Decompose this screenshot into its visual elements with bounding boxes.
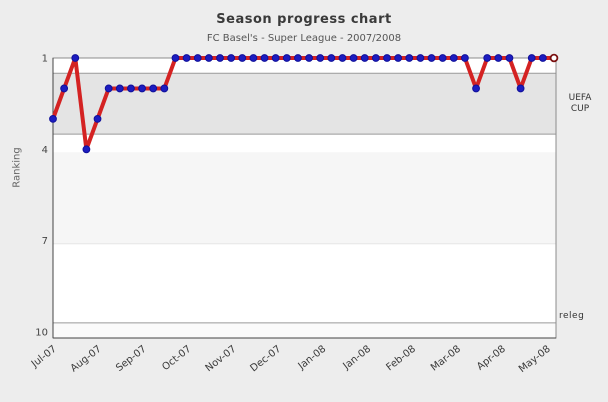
chart-title: Season progress chart (216, 12, 392, 27)
data-point-marker (115, 84, 124, 93)
data-point-marker (249, 54, 258, 62)
data-point-marker (327, 54, 336, 62)
data-point-marker (104, 84, 113, 93)
data-point-marker (527, 54, 536, 62)
data-point-marker (238, 54, 247, 62)
x-tick-label: Feb-08 (384, 344, 418, 374)
data-point-marker (472, 84, 480, 93)
data-point-marker (171, 54, 180, 62)
data-point-marker (505, 54, 514, 62)
data-point-marker (93, 114, 102, 123)
data-point-marker (538, 54, 547, 62)
y-tick-label: 7 (42, 236, 48, 247)
uefa-cup-zone-label-line1: UEFA (568, 93, 592, 103)
data-point-marker (360, 54, 369, 62)
data-point-marker (160, 84, 169, 93)
x-tick-label: Mar-08 (429, 344, 463, 374)
x-tick-label: Nov-07 (204, 344, 239, 375)
x-tick-label: May-08 (517, 344, 553, 375)
data-point-marker (127, 84, 135, 93)
data-point-marker (371, 54, 380, 62)
x-tick-label: Jul-07 (29, 344, 59, 371)
data-point-marker (294, 54, 302, 62)
data-point-marker (349, 54, 358, 62)
x-tick-label: Jan-08 (341, 344, 374, 373)
data-point-marker (138, 84, 146, 93)
chart-subtitle: FC Basel's - Super League - 2007/2008 (206, 33, 402, 44)
y-tick-label: 4 (42, 145, 48, 156)
data-point-marker (216, 54, 224, 62)
data-point-marker (394, 54, 403, 62)
uefa-cup-zone-label-line2: CUP (570, 104, 590, 114)
x-tick-label: Sep-07 (114, 344, 149, 374)
data-point-marker (282, 54, 291, 62)
data-point-marker (449, 54, 458, 62)
x-tick-label: Dec-07 (248, 344, 283, 375)
data-point-marker (204, 54, 213, 62)
x-tick-label: Aug-07 (69, 344, 104, 375)
data-point-marker (383, 54, 391, 62)
data-point-marker (516, 84, 525, 93)
uefa-cup-zone-label: UEFA CUP (558, 93, 602, 115)
relegation-zone-label: releg (559, 311, 585, 321)
data-point-marker (260, 54, 269, 62)
y-tick-label: 10 (35, 328, 48, 339)
plot-band-uefa-cup (53, 73, 556, 135)
data-point-marker (416, 54, 425, 62)
data-point-marker (405, 54, 414, 62)
data-point-marker (182, 54, 191, 62)
data-point-marker (427, 54, 436, 62)
data-point-marker (494, 54, 503, 62)
plot-band-releg (53, 322, 556, 338)
data-point-marker (438, 54, 447, 62)
y-tick-label: 1 (42, 54, 48, 65)
x-tick-label: Jan-08 (296, 344, 329, 373)
data-point-marker (71, 54, 80, 62)
data-point-marker (316, 54, 325, 62)
final-data-point-marker (549, 53, 559, 63)
plot-band (53, 243, 556, 323)
ranking-line (51, 56, 556, 152)
data-point-marker (60, 84, 69, 93)
data-point-marker (461, 54, 469, 62)
data-point-marker (49, 114, 57, 123)
data-point-marker (82, 145, 91, 154)
x-tick-label: Apr-08 (475, 344, 508, 373)
data-point-marker (193, 54, 202, 62)
data-point-marker (149, 84, 158, 93)
data-point-marker (227, 54, 236, 62)
data-point-marker (483, 54, 492, 62)
data-point-marker (338, 54, 347, 62)
data-point-marker (305, 54, 313, 62)
x-tick-label: Oct-07 (160, 344, 193, 373)
plot-band (53, 134, 556, 153)
plot-band (53, 152, 556, 244)
data-point-marker (271, 54, 280, 62)
plot-band (53, 58, 556, 74)
